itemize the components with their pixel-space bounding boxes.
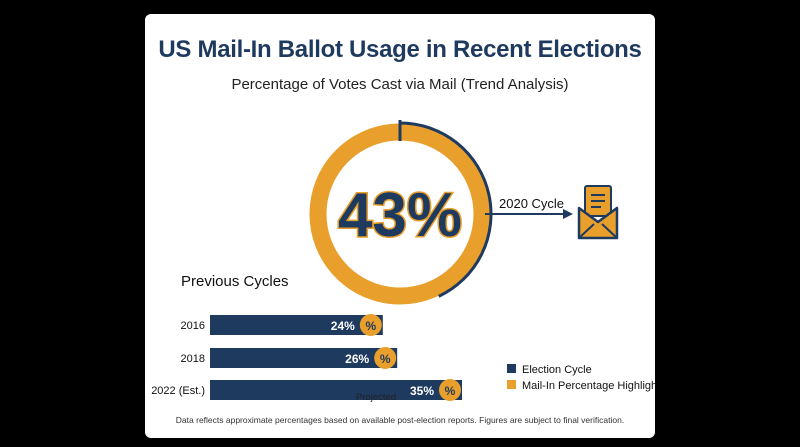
legend: Election Cycle Mail-In Percentage Highli… <box>507 364 655 392</box>
legend-label-mail-in-highlight: Mail-In Percentage Highlight <box>522 380 655 392</box>
percent-badge-symbol: % <box>380 352 391 366</box>
legend-label-election-cycle: Election Cycle <box>522 364 592 376</box>
percent-badge <box>439 379 461 401</box>
bar <box>210 348 398 368</box>
bar-value-label: 24% <box>331 319 355 333</box>
projected-annotation: Projected <box>356 392 396 403</box>
arrow-head-icon <box>563 209 573 219</box>
bar <box>210 380 462 400</box>
bar-category-label: 2018 <box>181 353 205 365</box>
previous-cycles-title: Previous Cycles <box>181 273 289 290</box>
donut-arc-value <box>398 120 493 298</box>
chart-svg: 43% 2020 Cycle Previous Cycles 2016 24% %2… <box>151 120 655 403</box>
cycle-label: 2020 Cycle <box>499 196 564 211</box>
chart-title: US Mail-In Ballot Usage in Recent Electi… <box>158 36 642 63</box>
bar <box>210 315 383 335</box>
legend-swatch-election-cycle <box>507 364 516 373</box>
cycle-callout: 2020 Cycle <box>485 196 573 219</box>
percent-badge-symbol: % <box>445 384 456 398</box>
envelope-document-icon <box>577 185 619 240</box>
bar-category-label: 2016 <box>181 320 205 332</box>
percent-badge <box>374 347 397 369</box>
bar-chart: 2016 24% % 2018 26% % 2022 (Est.) 35%% <box>151 314 462 401</box>
legend-swatch-mail-in-highlight <box>507 380 516 389</box>
donut-chart: 43% <box>309 120 493 305</box>
chart-subtitle: Percentage of Votes Cast via Mail (Trend… <box>231 76 569 93</box>
percent-badge <box>359 314 382 336</box>
donut-value-label: 43% <box>338 181 462 250</box>
bar-value-label: 35% <box>410 384 434 398</box>
infographic-card: US Mail-In Ballot Usage in Recent Electi… <box>145 14 655 438</box>
bar-value-label: 26% <box>345 352 369 366</box>
bar-category-label: 2022 (Est.) <box>151 385 205 397</box>
footnote: Data reflects approximate percentages ba… <box>175 415 625 425</box>
percent-badge-symbol: % <box>365 319 376 333</box>
